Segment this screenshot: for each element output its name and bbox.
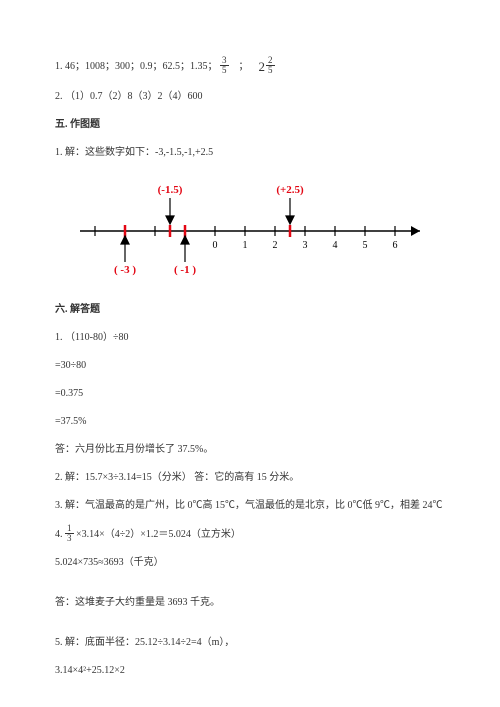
- p1-prefix: 1. 46；1008；300；0.9；62.5；1.35；: [55, 61, 218, 72]
- problem-2-line: 2. （1）0.7（2）8（3）2（4）600: [55, 88, 445, 106]
- tick-1: 1: [243, 240, 248, 251]
- tick-3: 3: [303, 240, 308, 251]
- q1-step4: =37.5%: [55, 413, 445, 431]
- problem-1-line: 1. 46；1008；300；0.9；62.5；1.35； 3 5 ； 2 2 …: [55, 55, 445, 78]
- q4-line: 4. 1 3 ×3.14×（4÷2）×1.2＝5.024（立方米）: [55, 525, 445, 544]
- section-5-q1: 1. 解：这些数字如下：-3,-1.5,-1,+2.5: [55, 144, 445, 162]
- tick-2: 2: [273, 240, 278, 251]
- q1-step3: =0.375: [55, 385, 445, 403]
- q5-step2: 3.14×4²+25.12×2: [55, 662, 445, 680]
- q1-step1: 1. （110-80）÷80: [55, 329, 445, 347]
- tick-0: 0: [213, 240, 218, 251]
- tick-4: 4: [333, 240, 338, 251]
- label-pos-2-5: (+2.5): [276, 184, 304, 196]
- label-neg-1: ( -1 ): [174, 264, 196, 276]
- q5-line: 5. 解：底面半径：25.12÷3.14÷2=4（m），: [55, 634, 445, 652]
- tick-6: 6: [393, 240, 398, 251]
- q4-step2: 5.024×735≈3693（千克）: [55, 554, 445, 572]
- q3-line: 3. 解：气温最高的是广州，比 0℃高 15℃，气温最低的是北京，比 0℃低 9…: [55, 497, 445, 515]
- section-5-heading: 五. 作图题: [55, 116, 445, 134]
- q1-step2: =30÷80: [55, 357, 445, 375]
- number-line-diagram: 0 1 2 3 4 5 6 (-1.5) (+2.5) ( -3 ) ( -1 …: [75, 176, 445, 283]
- tick-5: 5: [363, 240, 368, 251]
- label-neg-3: ( -3 ): [114, 264, 136, 276]
- p1-sep: ；: [231, 61, 256, 72]
- fraction-1-3: 1 3: [65, 524, 74, 543]
- section-6-heading: 六. 解答题: [55, 301, 445, 319]
- fraction-3-5: 3 5: [220, 56, 229, 75]
- label-neg-1-5: (-1.5): [158, 184, 183, 196]
- q1-answer: 答：六月份比五月份增长了 37.5%。: [55, 441, 445, 459]
- q2-line: 2. 解：15.7×3÷3.14=15（分米） 答：它的高有 15 分米。: [55, 469, 445, 487]
- q4-answer: 答：这堆麦子大约重量是 3693 千克。: [55, 594, 445, 612]
- mixed-2-2-5: 2 2 5: [259, 55, 275, 78]
